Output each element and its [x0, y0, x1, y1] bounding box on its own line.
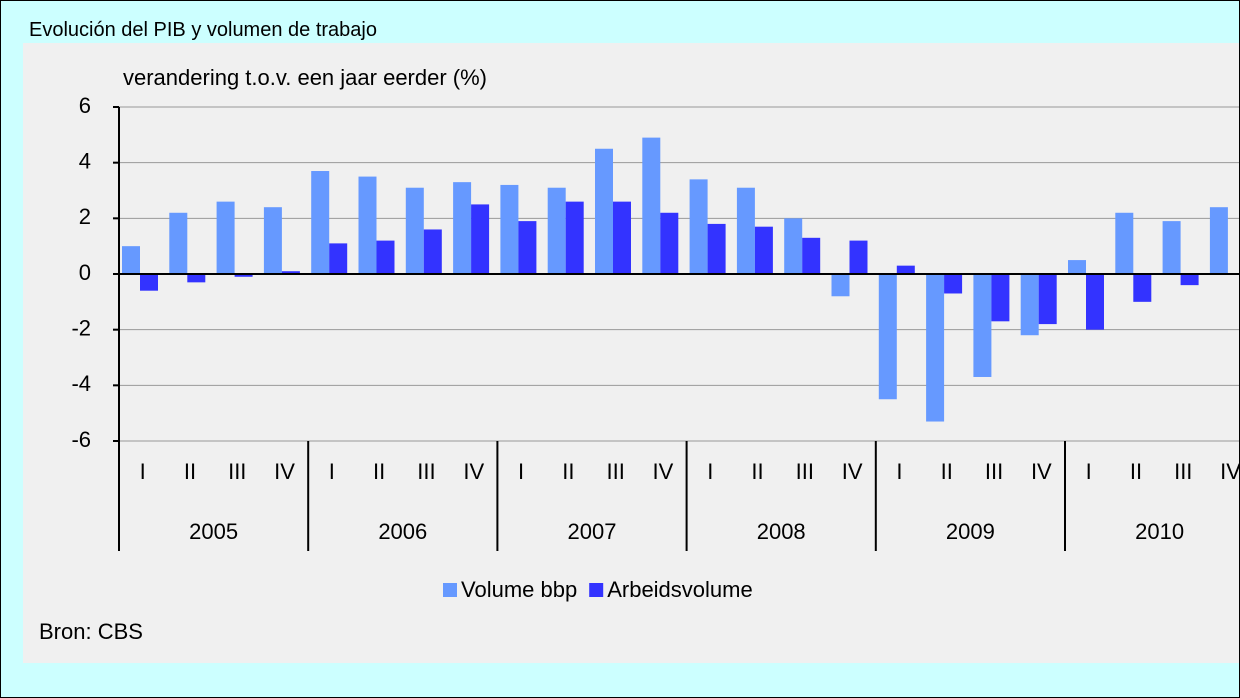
bar	[784, 218, 803, 274]
bar	[1162, 221, 1181, 274]
bar	[849, 240, 868, 274]
bar	[122, 246, 140, 274]
chart-title: Evolución del PIB y volumen de trabajo	[29, 19, 377, 41]
x-tick-label: IV	[1031, 459, 1052, 484]
bar	[358, 176, 377, 274]
bar	[944, 274, 963, 294]
bar	[311, 171, 330, 274]
x-tick-label: IV	[463, 459, 484, 484]
chart-panel	[23, 43, 1239, 663]
legend-swatch	[589, 583, 604, 597]
x-tick-label: II	[373, 459, 385, 484]
bar	[896, 265, 915, 274]
legend-label: Volume bbp	[461, 577, 577, 602]
bar	[547, 187, 566, 274]
x-tick-label: IV	[1220, 459, 1240, 484]
x-tick-label: II	[751, 459, 763, 484]
y-tick-label: 2	[79, 204, 91, 229]
x-tick-label: I	[329, 459, 335, 484]
bar	[471, 204, 490, 274]
x-tick-label: IV	[653, 459, 674, 484]
bar	[1133, 274, 1152, 302]
bar	[595, 148, 613, 274]
year-label: 2010	[1135, 519, 1184, 544]
legend-label: Arbeidsvolume	[607, 577, 753, 602]
bar	[565, 201, 584, 274]
x-tick-label: II	[562, 459, 574, 484]
bar	[376, 240, 395, 274]
bar	[802, 237, 821, 274]
y-tick-label: 0	[79, 260, 91, 285]
bar	[216, 201, 235, 274]
x-tick-label: I	[140, 459, 146, 484]
bar	[1180, 274, 1199, 286]
x-tick-label: II	[941, 459, 953, 484]
bar	[405, 187, 424, 274]
x-tick-label: II	[1130, 459, 1142, 484]
bar	[329, 243, 348, 274]
bar	[453, 182, 472, 274]
bar	[500, 184, 519, 274]
bar	[1209, 207, 1228, 274]
bar	[1068, 260, 1086, 274]
y-axis-label: verandering t.o.v. een jaar eerder (%)	[123, 65, 487, 90]
year-label: 2006	[378, 519, 427, 544]
x-tick-label: III	[228, 459, 246, 484]
bar	[991, 274, 1010, 322]
bar	[169, 212, 188, 274]
x-tick-label: III	[796, 459, 814, 484]
bar	[689, 179, 708, 274]
bar	[140, 274, 158, 291]
y-tick-label: 6	[79, 93, 91, 118]
y-tick-label: 4	[79, 148, 91, 173]
x-tick-label: III	[985, 459, 1003, 484]
y-tick-label: -6	[71, 427, 91, 452]
bar	[660, 212, 679, 274]
bar	[707, 223, 726, 274]
bar	[1020, 274, 1039, 336]
year-label: 2007	[568, 519, 617, 544]
bar	[423, 229, 442, 274]
x-tick-label: III	[417, 459, 435, 484]
bar	[234, 274, 253, 277]
year-label: 2009	[946, 519, 995, 544]
x-tick-label: II	[184, 459, 196, 484]
bar	[613, 201, 631, 274]
y-tick-label: -2	[71, 315, 91, 340]
bar	[642, 137, 661, 274]
bar	[1038, 274, 1057, 325]
bar	[831, 274, 850, 297]
legend-swatch	[443, 583, 457, 597]
bar	[973, 274, 992, 377]
bar	[518, 221, 537, 274]
x-tick-label: I	[707, 459, 713, 484]
x-tick-label: IV	[274, 459, 295, 484]
year-label: 2005	[189, 519, 238, 544]
x-tick-label: III	[606, 459, 624, 484]
x-tick-label: I	[896, 459, 902, 484]
bar	[1086, 274, 1104, 330]
bar	[754, 226, 773, 274]
bar	[187, 274, 206, 283]
x-tick-label: I	[518, 459, 524, 484]
x-tick-label: III	[1174, 459, 1192, 484]
bar	[736, 187, 755, 274]
x-tick-label: I	[1086, 459, 1092, 484]
bar	[1115, 212, 1134, 274]
bar	[263, 207, 282, 274]
year-label: 2008	[757, 519, 806, 544]
source-note: Bron: CBS	[39, 619, 143, 644]
y-tick-label: -4	[71, 371, 91, 396]
bar	[281, 271, 300, 274]
bar	[926, 274, 945, 422]
x-tick-label: IV	[842, 459, 863, 484]
bar	[878, 274, 897, 400]
